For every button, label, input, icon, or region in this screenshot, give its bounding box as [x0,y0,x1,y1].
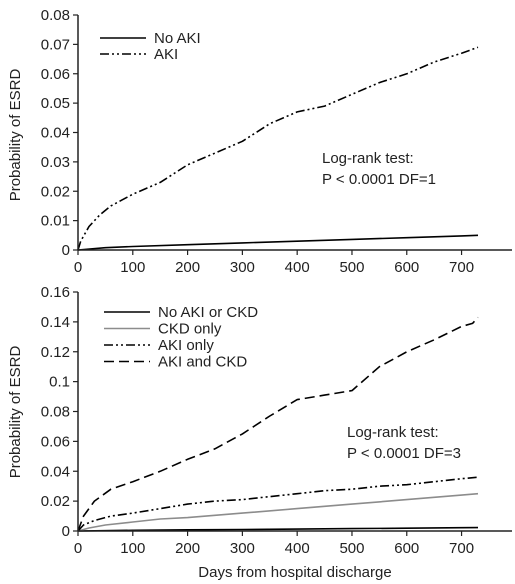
top-y-tick-label: 0.06 [41,66,70,83]
top-x-tick-label: 0 [74,259,82,276]
bottom-y-tick-label: 0.16 [41,284,70,301]
top-y-ticks: 0 0.01 0.02 0.03 0.04 0.05 0.06 0.07 0.08 [41,7,78,259]
bottom-legend-label: AKI only [158,337,214,354]
bottom-x-axis-title: Days from hospital discharge [198,564,391,581]
bottom-y-axis-title: Probability of ESRD [7,346,24,479]
top-y-tick-label: 0.05 [41,95,70,112]
bottom-y-tick-label: 0.12 [41,344,70,361]
bottom-x-tick-label: 300 [230,540,255,557]
top-legend-label: No AKI [154,30,201,47]
top-x-tick-label: 200 [175,259,200,276]
bottom-y-tick-label: 0.04 [41,463,70,480]
top-x-tick-label: 500 [339,259,364,276]
bottom-lines [77,316,479,532]
top-y-tick-label: 0.01 [41,213,70,230]
top-legend-label: AKI [154,46,178,63]
top-annotation-stat: P < 0.0001 DF=1 [322,171,436,188]
bottom-x-tick-label: 700 [449,540,474,557]
panel-bottom: Probability of ESRD 0 0.02 0.04 0.06 0.08 0.1… [7,284,512,581]
bottom-y-tick-label: 0.14 [41,314,70,331]
bottom-series-line-1 [77,526,479,532]
top-series-line-1 [77,234,479,251]
bottom-x-ticks: 0 100 200 300 400 500 600 700 [74,531,474,557]
bottom-x-tick-label: 200 [175,540,200,557]
bottom-annotation-stat: P < 0.0001 DF=3 [347,445,461,462]
top-x-tick-label: 300 [230,259,255,276]
bottom-y-tick-label: 0.08 [41,404,70,421]
top-x-tick-label: 100 [120,259,145,276]
top-lines [77,46,479,251]
bottom-x-tick-label: 0 [74,540,82,557]
bottom-series-line-2 [77,492,479,532]
top-y-tick-label: 0.03 [41,154,70,171]
bottom-y-axis-title-group: Probability of ESRD [7,346,24,479]
bottom-x-tick-label: 400 [285,540,310,557]
bottom-x-tick-label: 600 [394,540,419,557]
top-y-tick-label: 0.04 [41,125,70,142]
bottom-legend-label: AKI and CKD [158,354,247,371]
top-y-tick-label: 0 [62,242,70,259]
panel-top: Probability of ESRD 0 0.01 0.02 0.03 0.04 0.0… [7,7,512,276]
top-y-axis-title: Probability of ESRD [7,69,24,202]
bottom-legend-label: No AKI or CKD [158,304,258,321]
bottom-y-ticks: 0 0.02 0.04 0.06 0.08 0.1 0.12 0.14 0.16 [41,284,78,540]
top-x-tick-label: 700 [449,259,474,276]
bottom-series-line-3 [77,476,479,532]
bottom-y-tick-label: 0.06 [41,433,70,450]
bottom-y-tick-label: 0 [62,523,70,540]
top-x-tick-label: 400 [285,259,310,276]
top-y-tick-label: 0.07 [41,36,70,53]
bottom-x-tick-label: 500 [339,540,364,557]
bottom-annotation-title: Log-rank test: [347,424,439,441]
top-y-tick-label: 0.08 [41,7,70,24]
top-x-ticks: 0 100 200 300 400 500 600 700 [74,250,474,276]
bottom-y-tick-label: 0.02 [41,493,70,510]
top-x-tick-label: 600 [394,259,419,276]
top-y-tick-label: 0.02 [41,183,70,200]
top-annotation-title: Log-rank test: [322,150,414,167]
top-series-line-2 [77,46,479,251]
bottom-x-tick-label: 100 [120,540,145,557]
top-y-axis-title-group: Probability of ESRD [7,69,24,202]
bottom-series-line-4 [77,316,479,532]
bottom-y-tick-label: 0.1 [49,374,70,391]
bottom-legend-label: CKD only [158,321,222,338]
